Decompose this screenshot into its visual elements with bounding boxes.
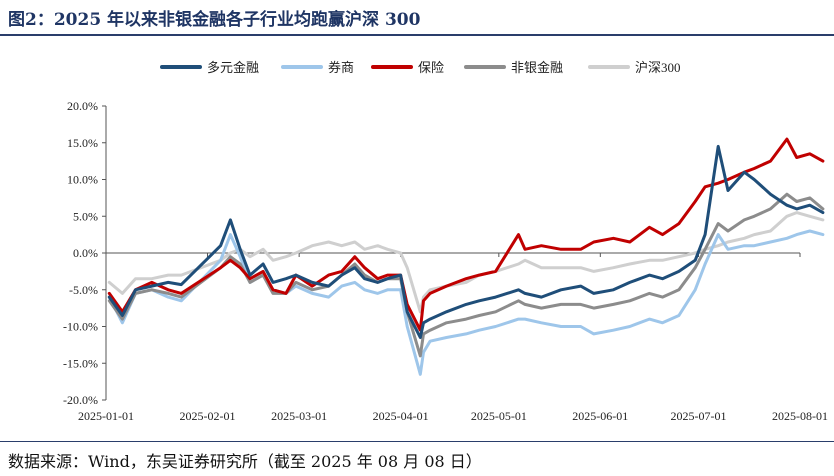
y-tick-label: 20.0% — [67, 99, 98, 113]
chart-series-group — [107, 137, 825, 376]
chart-axes: 20.0% 15.0% 10.0% 5.0% 0.0% -5.0% -10.0% -15.0%… — [63, 99, 828, 423]
x-tick-label: 2025-05-01 — [471, 409, 527, 423]
y-tick-label: -20.0% — [63, 393, 98, 407]
x-tick-label: 2025-07-01 — [671, 409, 727, 423]
y-tick-label: 10.0% — [67, 173, 98, 187]
x-tick-label: 2025-02-01 — [179, 409, 235, 423]
legend-label: 沪深300 — [635, 60, 681, 75]
legend-label: 券商 — [328, 60, 354, 75]
y-tick-label: -10.0% — [63, 320, 98, 334]
figure-title-bar: 图2：2025 年以来非银金融各子行业均跑赢沪深 300 — [0, 0, 834, 36]
y-tick-label: 5.0% — [73, 209, 98, 223]
y-tick-label: -15.0% — [63, 356, 98, 370]
x-tick-label: 2025-01-01 — [78, 409, 134, 423]
y-tick-label: 0.0% — [73, 246, 98, 260]
chart-legend: 多元金融 券商 保险 非银金融 沪深300 — [160, 60, 681, 75]
series-line — [107, 229, 825, 376]
footer-divider — [0, 441, 834, 442]
x-tick-label: 2025-03-01 — [271, 409, 327, 423]
line-chart: 多元金融 券商 保险 非银金融 沪深300 20.0% 15.0% 10.0% 5.0% 0.0… — [63, 60, 828, 423]
series-line — [107, 192, 825, 358]
y-tick-label: -5.0% — [69, 283, 98, 297]
figure-title: 图2：2025 年以来非银金融各子行业均跑赢沪深 300 — [8, 10, 421, 30]
legend-label: 非银金融 — [511, 60, 563, 75]
legend-label: 保险 — [418, 60, 444, 75]
series-line — [107, 144, 825, 339]
y-tick-label: 15.0% — [67, 136, 98, 150]
legend-label: 多元金融 — [207, 60, 259, 75]
x-tick-label: 2025-08-01 — [772, 409, 828, 423]
x-tick-label: 2025-04-01 — [373, 409, 429, 423]
x-tick-label: 2025-06-01 — [572, 409, 628, 423]
data-source-note: 数据来源：Wind，东吴证券研究所（截至 2025 年 08 月 08 日） — [8, 452, 482, 471]
